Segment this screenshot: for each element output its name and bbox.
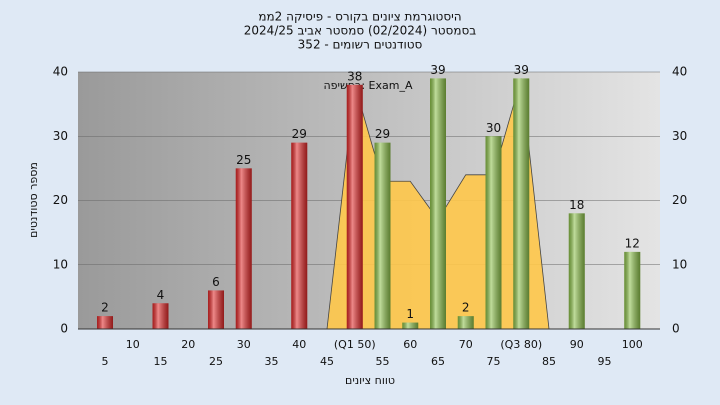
x-tick-label: 15 — [154, 355, 168, 368]
x-tick-label: 75 — [487, 355, 501, 368]
value-label: 4 — [157, 288, 165, 302]
bar-shine — [485, 136, 502, 329]
bar-shine — [235, 168, 252, 329]
y-axis-label: מספר סטודנטים — [27, 162, 40, 238]
y2-tick-label: 0 — [672, 322, 680, 336]
y-tick-label: 20 — [53, 193, 68, 207]
x-tick-label: 30 — [237, 338, 251, 351]
x-tick-label: 45 — [320, 355, 334, 368]
x-tick-label: 35 — [265, 355, 279, 368]
value-label: 18 — [569, 198, 584, 212]
x-tick-label: 25 — [209, 355, 223, 368]
y-tick-label: 0 — [60, 322, 68, 336]
x-tick-label: 40 — [292, 338, 306, 351]
x-axis-label: טווח ציונים — [345, 374, 395, 387]
value-label: 29 — [292, 127, 307, 141]
x-tick-label: 85 — [542, 355, 556, 368]
x-tick-label: 55 — [376, 355, 390, 368]
x-tick-label: (Q1 50) — [334, 338, 376, 351]
value-label: 39 — [430, 63, 445, 77]
x-tick-label: 60 — [403, 338, 417, 351]
value-label: 38 — [347, 69, 362, 83]
x-tick-label: 70 — [459, 338, 473, 351]
value-label: 6 — [212, 275, 220, 289]
bar-shine — [457, 316, 474, 329]
bar-shine — [402, 322, 419, 329]
x-tick-label: 90 — [570, 338, 584, 351]
bar-shine — [208, 290, 224, 329]
title-line: בסמסטר (02/2024) סמסטר אביב 2024/25 — [244, 24, 476, 38]
x-tick-label: 95 — [598, 355, 612, 368]
x-tick-label: 10 — [126, 338, 140, 351]
y-tick-label: 40 — [53, 65, 68, 79]
x-tick-label: 100 — [622, 338, 643, 351]
bar-shine — [346, 84, 363, 329]
title-line: היסטוגרמת ציונים בקורס - פיסיקה 2ממ — [258, 10, 461, 24]
bar-shine — [624, 251, 641, 329]
value-label: 30 — [486, 121, 501, 135]
value-label: 25 — [236, 153, 251, 167]
x-tick-label: (Q3 80) — [500, 338, 542, 351]
x-tick-label: 20 — [181, 338, 195, 351]
bar-shine — [430, 78, 446, 329]
x-tick-label: 5 — [102, 355, 109, 368]
y2-tick-label: 40 — [672, 65, 687, 79]
bar-shine — [513, 78, 530, 329]
y-tick-label: 10 — [53, 257, 68, 271]
x-tick-label: 65 — [431, 355, 445, 368]
y-tick-label: 30 — [53, 129, 68, 143]
bar-shine — [568, 213, 585, 329]
annotation: בחשיפה: Exam_A — [323, 79, 412, 92]
title-line: סטודנטים רשומים - 352 — [298, 38, 423, 52]
y2-tick-label: 20 — [672, 193, 687, 207]
bar-shine — [97, 316, 113, 329]
value-label: 2 — [462, 301, 470, 315]
bar-shine — [152, 303, 169, 329]
bar-shine — [291, 142, 308, 329]
value-label: 12 — [625, 236, 640, 250]
value-label: 39 — [514, 63, 529, 77]
value-label: 1 — [406, 307, 414, 321]
bar-shine — [374, 142, 391, 329]
y2-tick-label: 30 — [672, 129, 687, 143]
value-label: 2 — [101, 301, 109, 315]
value-label: 29 — [375, 127, 390, 141]
y2-tick-label: 10 — [672, 257, 687, 271]
